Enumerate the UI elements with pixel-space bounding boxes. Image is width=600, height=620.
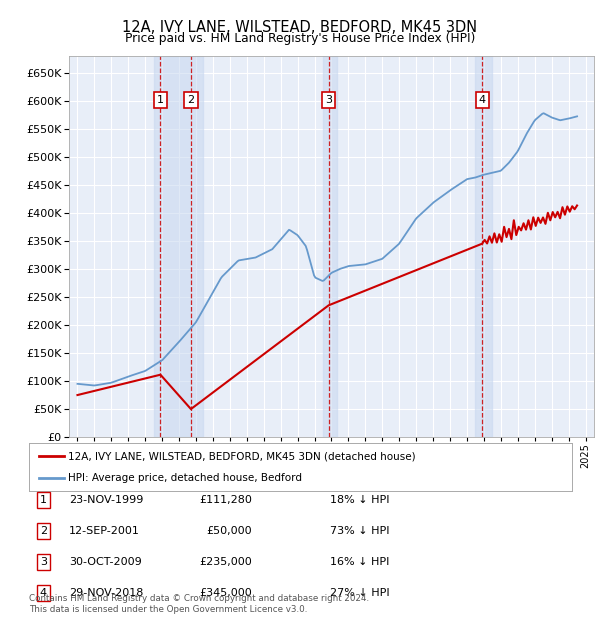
Text: 30-OCT-2009: 30-OCT-2009 — [69, 557, 142, 567]
Text: 29-NOV-2018: 29-NOV-2018 — [69, 588, 143, 598]
Text: 16% ↓ HPI: 16% ↓ HPI — [330, 557, 389, 567]
Text: £50,000: £50,000 — [206, 526, 252, 536]
Text: £345,000: £345,000 — [199, 588, 252, 598]
Text: Price paid vs. HM Land Registry's House Price Index (HPI): Price paid vs. HM Land Registry's House … — [125, 32, 475, 45]
Bar — [154, 56, 203, 437]
Text: 3: 3 — [40, 557, 47, 567]
Text: 27% ↓ HPI: 27% ↓ HPI — [330, 588, 389, 598]
Text: 23-NOV-1999: 23-NOV-1999 — [69, 495, 143, 505]
Text: 18% ↓ HPI: 18% ↓ HPI — [330, 495, 389, 505]
Text: 1: 1 — [157, 95, 164, 105]
Bar — [323, 56, 337, 437]
Text: Contains HM Land Registry data © Crown copyright and database right 2024.: Contains HM Land Registry data © Crown c… — [29, 593, 369, 603]
Text: This data is licensed under the Open Government Licence v3.0.: This data is licensed under the Open Gov… — [29, 604, 307, 614]
Text: HPI: Average price, detached house, Bedford: HPI: Average price, detached house, Bedf… — [68, 473, 302, 483]
Text: 4: 4 — [40, 588, 47, 598]
Text: 73% ↓ HPI: 73% ↓ HPI — [330, 526, 389, 536]
Text: £235,000: £235,000 — [199, 557, 252, 567]
Text: 1: 1 — [40, 495, 47, 505]
Text: 12A, IVY LANE, WILSTEAD, BEDFORD, MK45 3DN (detached house): 12A, IVY LANE, WILSTEAD, BEDFORD, MK45 3… — [68, 451, 416, 461]
Text: 3: 3 — [325, 95, 332, 105]
Bar — [475, 56, 493, 437]
Text: £111,280: £111,280 — [199, 495, 252, 505]
Text: 12-SEP-2001: 12-SEP-2001 — [69, 526, 140, 536]
Text: 12A, IVY LANE, WILSTEAD, BEDFORD, MK45 3DN: 12A, IVY LANE, WILSTEAD, BEDFORD, MK45 3… — [122, 20, 478, 35]
Text: 4: 4 — [479, 95, 486, 105]
Text: 2: 2 — [187, 95, 194, 105]
Text: 2: 2 — [40, 526, 47, 536]
